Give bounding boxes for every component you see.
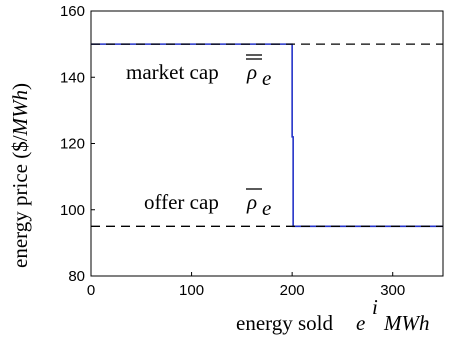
- offer-cap-label: offer cap: [144, 190, 219, 214]
- y-tick-label: 100: [60, 202, 85, 219]
- x-axis-label-symbol: e: [356, 311, 365, 335]
- offer-cap-annotation: offer cap ρ e: [144, 188, 271, 220]
- offer-cap-subscript: e: [262, 196, 271, 220]
- x-axis-label-text: energy sold: [236, 311, 334, 335]
- x-axis-label-superscript: i: [372, 295, 378, 319]
- market-cap-annotation: market cap ρ e: [126, 54, 271, 90]
- y-tick-label: 120: [60, 136, 85, 153]
- y-tick-label: 160: [60, 3, 85, 20]
- market-cap-label: market cap: [126, 60, 219, 84]
- x-tick-label: 100: [179, 282, 204, 299]
- x-tick-label: 200: [280, 282, 305, 299]
- x-axis-label-unit: MWh: [383, 311, 430, 335]
- market-cap-symbol: ρ: [246, 60, 257, 84]
- market-cap-subscript: e: [262, 66, 271, 90]
- y-tick-label: 80: [68, 268, 85, 285]
- x-tick-label: 0: [87, 282, 95, 299]
- y-axis-label-text: energy price ($/MWh): [8, 83, 32, 268]
- y-tick-label: 140: [60, 69, 85, 86]
- x-axis-label: energy sold e i MWh: [236, 295, 430, 335]
- offer-cap-symbol: ρ: [246, 190, 257, 214]
- x-tick-label: 300: [380, 282, 405, 299]
- plot-area: [90, 10, 444, 277]
- y-axis-label: energy price ($/MWh): [8, 83, 32, 268]
